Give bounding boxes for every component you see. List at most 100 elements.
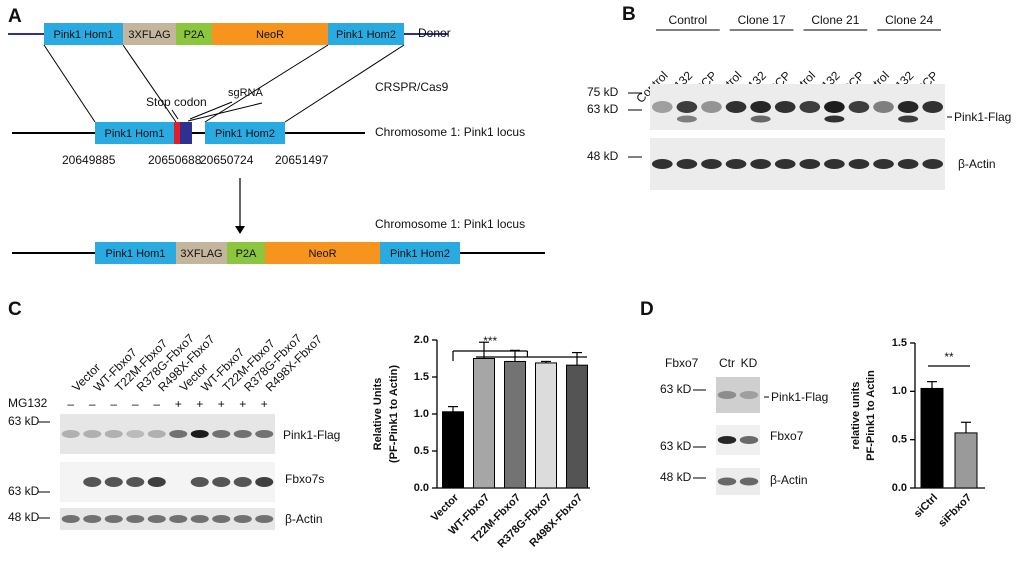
line: [189, 101, 233, 120]
group-label: Clone 17: [738, 13, 786, 27]
band: [147, 477, 166, 487]
row-label: Fbxo7: [665, 356, 699, 370]
band: [233, 430, 252, 438]
band: [750, 101, 771, 113]
band: [922, 101, 944, 113]
band-label: Fbxo7s: [285, 472, 324, 486]
coordinate: 20650688: [148, 153, 202, 167]
segment: [205, 122, 285, 144]
band: [104, 430, 123, 438]
band: [255, 477, 274, 487]
band: [676, 101, 698, 113]
treatment-label: MG132: [8, 396, 48, 410]
bar: [504, 360, 526, 489]
segment-label: NeoR: [308, 248, 336, 260]
marker: 63 kD: [587, 102, 619, 116]
treatment-sign: +: [175, 397, 182, 411]
band: [83, 515, 102, 523]
band: [190, 515, 209, 523]
segment: [227, 242, 265, 264]
bar: [473, 358, 495, 489]
band: [873, 159, 894, 169]
band-label: Pink1-Flag: [771, 390, 828, 404]
bar: [566, 364, 588, 489]
y-tick-label: 1.0: [892, 385, 907, 397]
segment: [44, 23, 123, 45]
band: [717, 391, 737, 399]
bar: [954, 432, 978, 489]
band: [824, 101, 845, 113]
band: [104, 515, 123, 523]
band: [897, 101, 919, 113]
band: [739, 391, 759, 399]
band: [126, 430, 145, 438]
marker: 48 kD: [587, 149, 619, 163]
band: [212, 430, 231, 438]
band: [897, 159, 919, 169]
y-axis-label: (PF-Pink1 to Actin): [388, 365, 400, 463]
band: [169, 515, 188, 523]
treatment-sign: –: [132, 397, 139, 411]
band: [848, 159, 870, 169]
line: [122, 44, 177, 123]
band: [799, 101, 821, 113]
marker: 75 kD: [587, 85, 619, 99]
x-tick-label: siFbxo7: [936, 492, 974, 530]
band: [725, 159, 747, 169]
band: [848, 101, 870, 113]
band: [83, 477, 102, 487]
band: [233, 515, 252, 523]
band: [61, 515, 80, 523]
band: [922, 159, 944, 169]
band: [169, 430, 188, 438]
coordinate: 20650724: [200, 153, 254, 167]
segment: [380, 242, 460, 264]
panel-label: D: [640, 299, 654, 320]
band: [701, 159, 722, 169]
segment-label: NeoR: [256, 29, 284, 41]
blot: [650, 84, 945, 130]
treatment-sign: –: [110, 397, 117, 411]
significance: **: [944, 350, 954, 364]
band-label: Fbxo7: [770, 429, 804, 443]
y-axis-label: Relative Units: [372, 378, 384, 451]
method-label: CRSPR/Cas9: [375, 80, 449, 94]
lane-label: Ctr: [719, 356, 735, 370]
band: [725, 101, 747, 113]
band-label: β-Actin: [770, 473, 808, 487]
treatment-sign: +: [261, 397, 268, 411]
band: [750, 159, 771, 169]
band: [717, 477, 737, 486]
coordinate: 20651497: [275, 153, 329, 167]
segment-label: Pink1 Hom1: [105, 128, 165, 140]
marker: 63 kD: [660, 439, 692, 453]
band: [739, 477, 759, 486]
band: [824, 115, 845, 123]
treatment-sign: +: [196, 397, 203, 411]
line: [171, 109, 179, 120]
treatment-sign: –: [67, 397, 74, 411]
marker: 63 kD: [8, 484, 40, 498]
y-tick-label: 0.5: [414, 445, 429, 457]
stop-codon: [174, 122, 180, 144]
band: [774, 159, 796, 169]
segment: [265, 242, 380, 264]
panel-label: A: [8, 6, 22, 27]
segment: [123, 23, 176, 45]
treatment-sign: +: [218, 397, 225, 411]
segment-label: 3XFLAG: [128, 29, 170, 41]
y-tick-label: 0.5: [892, 434, 907, 446]
segment: [95, 122, 174, 144]
lane-label: KD: [741, 356, 758, 370]
segment-label: Pink1 Hom1: [54, 29, 114, 41]
x-tick-label: siCtrl: [912, 492, 940, 520]
y-tick-label: 2.0: [414, 334, 429, 346]
band: [676, 159, 698, 169]
group-label: Control: [669, 13, 708, 27]
band: [717, 436, 737, 444]
band: [190, 477, 209, 487]
band: [104, 477, 123, 487]
band-label: Pink1-Flag: [954, 110, 1011, 124]
band: [212, 515, 231, 523]
